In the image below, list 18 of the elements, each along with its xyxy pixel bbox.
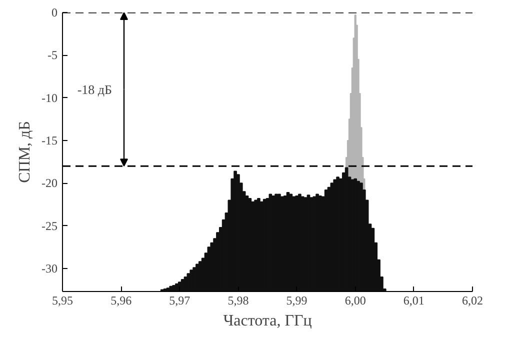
x-tick-label: 6,00 (344, 294, 366, 308)
x-tick-label: 6,02 (462, 294, 483, 308)
x-tick-label: 5,95 (52, 294, 73, 308)
x-tick-label: 5,98 (228, 294, 249, 308)
x-tick-label: 5,96 (110, 294, 132, 308)
y-tick-label: -20 (42, 176, 58, 190)
x-tick-label: 5,99 (286, 294, 308, 308)
y-tick-label: 0 (52, 6, 58, 20)
x-axis-title: Частота, ГГц (223, 312, 312, 330)
y-tick-label: -5 (48, 48, 58, 62)
x-tick-label: 5,97 (169, 294, 190, 308)
y-tick-label: -25 (42, 218, 58, 233)
y-tick-label: -15 (42, 133, 58, 148)
annotation: -18 дБ (77, 82, 112, 97)
y-tick-label: -10 (42, 90, 58, 105)
y-axis-title: СПМ, дБ (16, 121, 34, 183)
x-tick-label: 6,01 (403, 294, 424, 308)
y-tick-label: -30 (42, 261, 58, 276)
